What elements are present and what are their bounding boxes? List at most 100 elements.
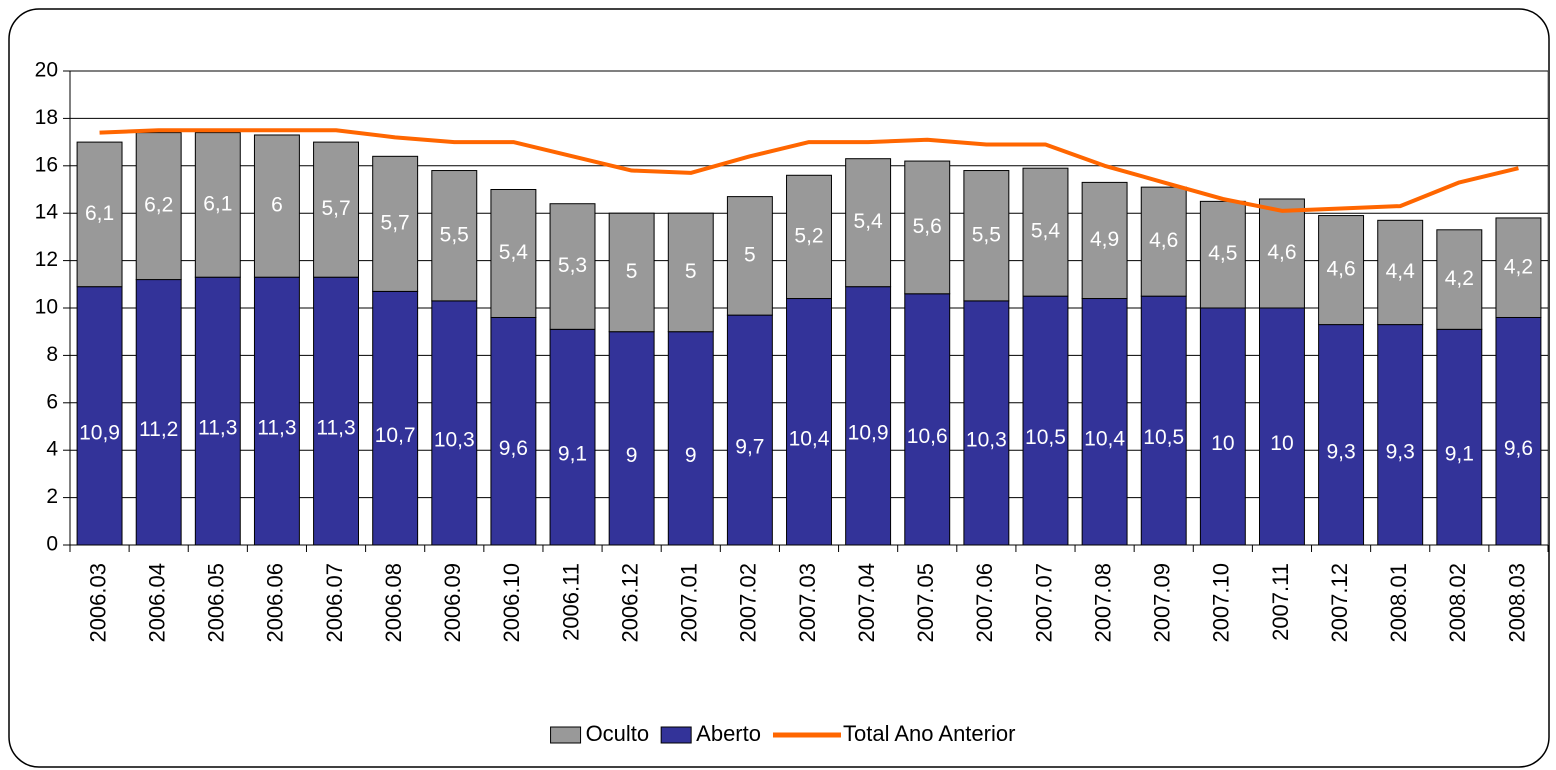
bar-segment (1081, 181, 1128, 300)
frame (8, 8, 1550, 768)
bar-segment (431, 170, 478, 302)
bar-segment (1318, 215, 1365, 326)
value-label: 5,7 (321, 197, 350, 220)
bar-segment (372, 290, 419, 546)
value-label: 10,9 (79, 421, 120, 444)
x-tick-label: 2006.06 (263, 563, 288, 643)
legend-swatch (660, 726, 692, 744)
bar-segment (667, 212, 714, 333)
value-label: 10,5 (1143, 426, 1184, 449)
bar-segment (490, 189, 537, 318)
bar-segment (1318, 324, 1365, 546)
y-tick-label: 16 (35, 153, 58, 176)
x-tick-label: 2007.11 (1268, 563, 1293, 641)
value-label: 4,9 (1090, 228, 1119, 251)
value-label: 5,3 (558, 254, 587, 277)
value-label: 9,7 (735, 436, 764, 459)
y-tick-label: 2 (46, 485, 58, 508)
value-label: 10,3 (434, 428, 475, 451)
bar-segment (194, 276, 241, 546)
bar-segment (904, 293, 951, 546)
y-tick-label: 0 (46, 533, 58, 556)
x-tick-label: 2007.06 (972, 563, 997, 643)
legend-label: Aberto (696, 721, 761, 746)
value-label: 6,1 (85, 202, 114, 225)
bar-segment (549, 203, 596, 330)
x-tick-label: 2006.12 (617, 563, 642, 643)
value-label: 5 (744, 243, 756, 266)
value-label: 10,7 (375, 424, 416, 447)
bar-segment (845, 158, 892, 288)
x-tick-label: 2007.09 (1150, 563, 1175, 643)
bar-segment (1258, 307, 1305, 546)
x-tick-label: 2007.10 (1209, 563, 1234, 643)
bar-segment (76, 286, 123, 546)
bar-segment (963, 170, 1010, 302)
bar-segment (1495, 316, 1542, 546)
bar-segment (786, 174, 832, 300)
bar-segment (1199, 307, 1246, 546)
x-tick-label: 2006.08 (381, 563, 406, 643)
value-label: 5,5 (972, 223, 1001, 246)
legend-label: Total Ano Anterior (843, 721, 1015, 746)
value-label: 4,5 (1208, 242, 1237, 265)
bar-segment (1140, 186, 1187, 297)
x-tick-label: 2006.05 (204, 563, 229, 643)
bar-segment (1258, 198, 1305, 309)
bar-segment (1081, 298, 1128, 546)
value-label: 4,6 (1149, 229, 1178, 252)
x-tick-label: 2007.02 (736, 563, 761, 643)
x-tick-label: 2006.07 (322, 563, 347, 643)
value-label: 6,2 (144, 194, 173, 217)
value-label: 9,6 (1504, 437, 1533, 460)
bar-segment (963, 300, 1010, 546)
y-tick-label: 18 (35, 106, 58, 129)
value-label: 5,2 (794, 224, 823, 247)
value-label: 9,1 (1445, 443, 1474, 466)
x-tick-label: 2007.04 (854, 563, 879, 643)
bar-segment (1022, 167, 1069, 297)
bar-segment (1495, 217, 1542, 318)
x-tick-label: 2007.07 (1031, 563, 1056, 643)
bar-segment (726, 314, 773, 546)
y-tick-label: 12 (35, 248, 58, 271)
bar-segment (1199, 200, 1246, 309)
value-label: 5,4 (499, 241, 529, 264)
value-label: 4,2 (1445, 267, 1474, 290)
value-label: 10,9 (848, 421, 889, 444)
value-label: 11,3 (198, 417, 237, 440)
bar-segment (608, 331, 655, 546)
y-tick-label: 20 (35, 59, 58, 82)
x-tick-label: 2008.03 (1504, 563, 1529, 643)
y-tick-label: 10 (35, 296, 58, 319)
value-label: 6 (271, 194, 283, 217)
value-label: 4,2 (1504, 255, 1533, 278)
value-label: 4,6 (1326, 258, 1355, 281)
legend-swatch (550, 726, 582, 744)
x-tick-label: 2006.11 (558, 563, 583, 641)
value-label: 5,4 (1031, 220, 1061, 243)
y-tick-label: 6 (46, 390, 58, 413)
value-label: 11,2 (139, 418, 178, 441)
bar-segment (372, 155, 419, 292)
x-tick-label: 2006.03 (85, 563, 110, 643)
value-label: 11,3 (257, 417, 296, 440)
x-tick-label: 2007.03 (795, 563, 820, 643)
x-tick-label: 2006.10 (499, 563, 524, 643)
x-tick-label: 2008.02 (1445, 563, 1470, 643)
y-tick-label: 14 (35, 201, 59, 224)
value-label: 9,6 (499, 437, 528, 460)
value-label: 9 (685, 444, 697, 467)
bar-segment (1377, 219, 1424, 326)
bar-segment (1436, 328, 1483, 546)
value-label: 10 (1211, 432, 1234, 455)
x-tick-label: 2006.04 (144, 563, 169, 643)
bar-segment (1436, 229, 1483, 330)
x-tick-label: 2007.01 (677, 563, 702, 643)
bar-segment (667, 331, 714, 546)
value-label: 5,7 (381, 211, 410, 234)
value-label: 5,6 (913, 215, 942, 238)
bar-segment (194, 132, 241, 278)
value-label: 5,5 (440, 223, 469, 246)
